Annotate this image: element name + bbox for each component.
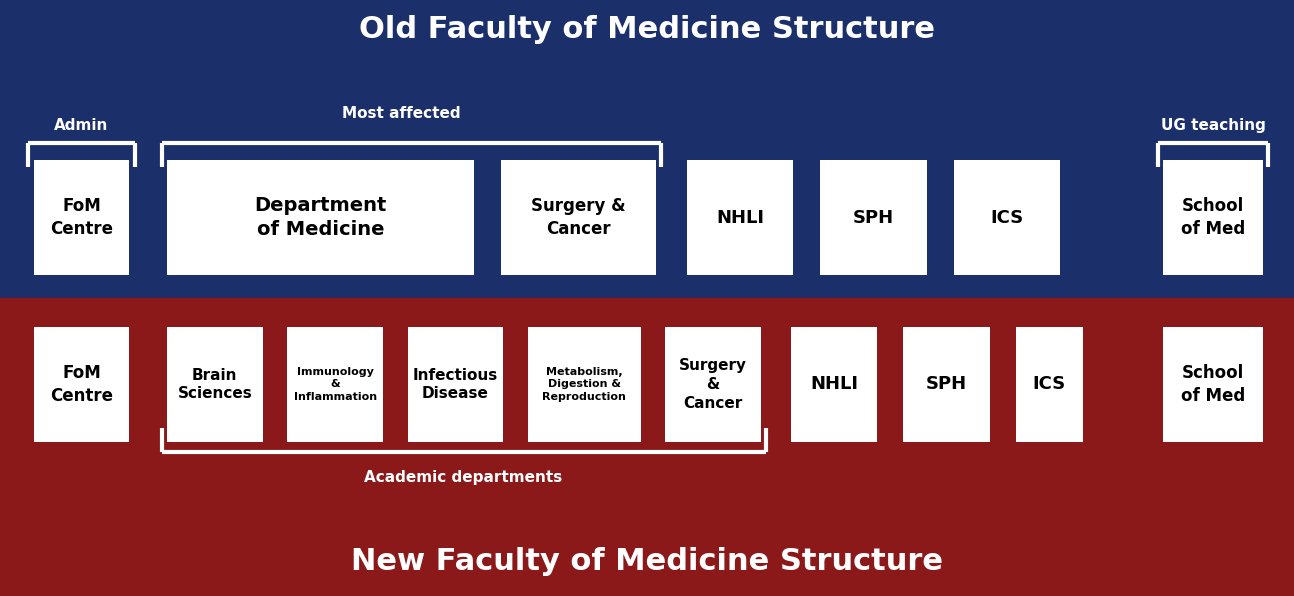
FancyBboxPatch shape xyxy=(501,160,656,275)
FancyBboxPatch shape xyxy=(167,327,263,442)
FancyBboxPatch shape xyxy=(408,327,503,442)
Text: SPH: SPH xyxy=(927,375,967,393)
Text: Admin: Admin xyxy=(54,117,109,133)
FancyBboxPatch shape xyxy=(820,160,927,275)
Text: Most affected: Most affected xyxy=(342,105,461,121)
Bar xyxy=(0,298,1294,596)
Text: New Faculty of Medicine Structure: New Faculty of Medicine Structure xyxy=(351,547,943,576)
FancyBboxPatch shape xyxy=(528,327,641,442)
Text: SPH: SPH xyxy=(853,209,894,226)
FancyBboxPatch shape xyxy=(903,327,990,442)
Text: UG teaching: UG teaching xyxy=(1161,117,1267,133)
Text: ICS: ICS xyxy=(990,209,1024,226)
FancyBboxPatch shape xyxy=(665,327,761,442)
FancyBboxPatch shape xyxy=(954,160,1060,275)
Text: NHLI: NHLI xyxy=(810,375,858,393)
Text: School
of Med: School of Med xyxy=(1181,197,1245,238)
Text: Immunology
&
Inflammation: Immunology & Inflammation xyxy=(294,367,377,402)
FancyBboxPatch shape xyxy=(287,327,383,442)
Text: Surgery &
Cancer: Surgery & Cancer xyxy=(531,197,626,238)
Text: FoM
Centre: FoM Centre xyxy=(50,364,113,405)
Text: Metabolism,
Digestion &
Reproduction: Metabolism, Digestion & Reproduction xyxy=(542,367,626,402)
FancyBboxPatch shape xyxy=(1016,327,1083,442)
FancyBboxPatch shape xyxy=(791,327,877,442)
Text: Old Faculty of Medicine Structure: Old Faculty of Medicine Structure xyxy=(358,15,936,44)
Text: FoM
Centre: FoM Centre xyxy=(50,197,113,238)
FancyBboxPatch shape xyxy=(1163,160,1263,275)
FancyBboxPatch shape xyxy=(34,160,129,275)
Text: Surgery
&
Cancer: Surgery & Cancer xyxy=(679,358,747,411)
Text: School
of Med: School of Med xyxy=(1181,364,1245,405)
Text: Brain
Sciences: Brain Sciences xyxy=(177,368,252,401)
Text: ICS: ICS xyxy=(1033,375,1066,393)
Text: NHLI: NHLI xyxy=(716,209,765,226)
Text: Department
of Medicine: Department of Medicine xyxy=(254,196,387,239)
FancyBboxPatch shape xyxy=(167,160,474,275)
FancyBboxPatch shape xyxy=(687,160,793,275)
FancyBboxPatch shape xyxy=(34,327,129,442)
Text: Infectious
Disease: Infectious Disease xyxy=(413,368,498,401)
Text: Academic departments: Academic departments xyxy=(364,470,563,486)
FancyBboxPatch shape xyxy=(1163,327,1263,442)
